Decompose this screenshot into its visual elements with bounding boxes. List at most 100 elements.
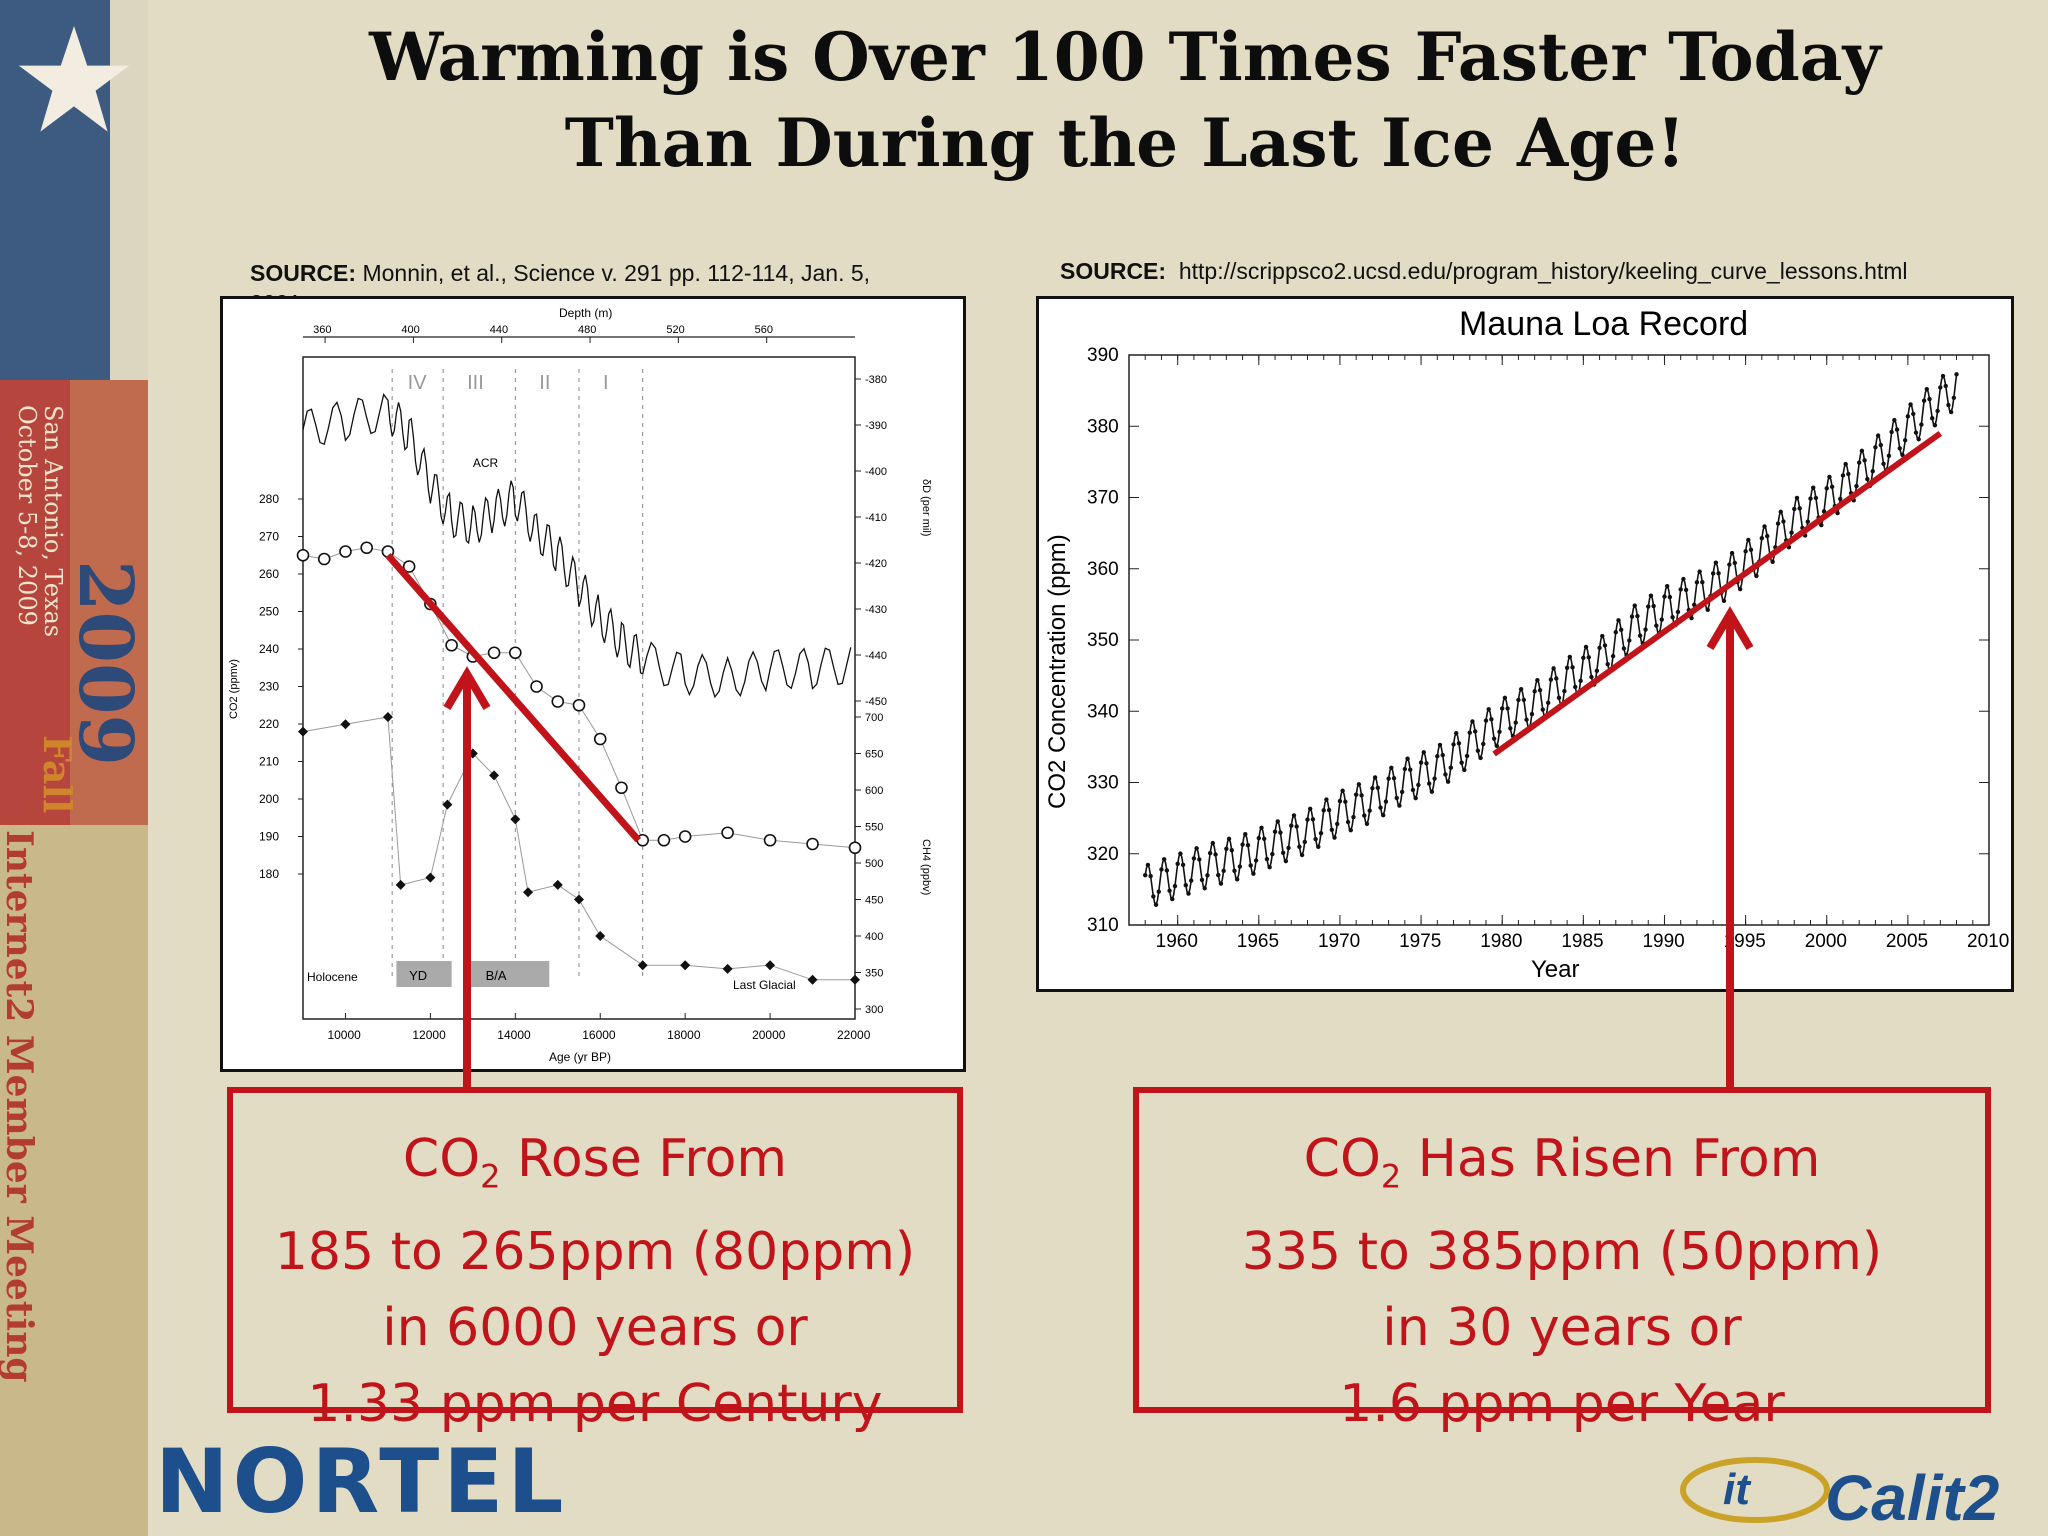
co2-point (551, 695, 565, 708)
ch4-point (395, 879, 406, 890)
co2-point (1421, 750, 1426, 755)
co2-tick-label: 190 (259, 830, 279, 844)
co2-point (1367, 808, 1372, 813)
ch4-tick-label: 300 (865, 1004, 883, 1016)
co2-point (1394, 795, 1399, 801)
co2-point (1554, 676, 1559, 681)
co2-point (1648, 593, 1654, 598)
co2-point (1710, 571, 1716, 576)
co2-point (1664, 583, 1670, 589)
ice-core-chart: Depth (m) 360 400 440 480 520 560 10000 12000 140… (228, 306, 932, 1064)
co2-point (1889, 429, 1894, 435)
co2-point (1429, 789, 1435, 794)
annotation-last-glacial: Last Glacial (733, 978, 796, 992)
nortel-logo: NORTEL (155, 1430, 568, 1533)
co2-point (1878, 442, 1884, 448)
ice-age-trend-line (385, 552, 642, 843)
co2-point (1721, 598, 1727, 604)
co2-tick-label: 180 (259, 867, 279, 881)
co2-point (1291, 813, 1297, 818)
co2-point (1643, 627, 1648, 632)
co2-point (1213, 852, 1218, 857)
co2-point (1589, 674, 1594, 680)
co2-point (1613, 630, 1618, 635)
ice-core-chart-frame: Depth (m) 360 400 440 480 520 560 10000 12000 140… (220, 296, 966, 1072)
co2-point (1716, 571, 1721, 576)
year-tick-label: 1990 (1642, 931, 1684, 952)
co2-point (1811, 485, 1816, 490)
co2-point (1418, 760, 1424, 765)
co2-point (1775, 521, 1781, 526)
co2-point (1462, 767, 1467, 773)
dD-tick-label: -420 (865, 558, 887, 570)
co2-point (1143, 872, 1148, 878)
co2-tick-label: 270 (259, 530, 279, 544)
co2-point (1389, 765, 1394, 770)
co2-point (1905, 414, 1911, 419)
co2-point (1683, 587, 1689, 593)
ppm-tick-label: 360 (1087, 559, 1119, 580)
co2-point (1567, 654, 1573, 660)
co2-point (1873, 445, 1878, 450)
ch4-point (765, 960, 776, 971)
co2-point (615, 781, 628, 795)
co2-point (1148, 873, 1153, 879)
co2-point (1464, 753, 1470, 759)
co2-point (1175, 861, 1180, 866)
co2-point (1359, 793, 1364, 798)
co2-point (1913, 430, 1919, 435)
title-line-1: Warming is Over 100 Times Faster Today (369, 18, 1881, 96)
ch4-point (807, 974, 818, 985)
co2-point (1902, 438, 1908, 443)
co2-point (1332, 835, 1337, 840)
co2-point (1299, 852, 1305, 858)
co2-point (1762, 524, 1767, 529)
co2-tick-label: 200 (259, 792, 279, 806)
co2-point (1197, 857, 1202, 862)
co2-point (1897, 446, 1902, 451)
co2-point (1924, 387, 1929, 392)
co2-point (1264, 856, 1270, 862)
co2-point (1259, 825, 1264, 831)
ch4-point (637, 960, 648, 971)
co2-point (1551, 666, 1556, 671)
co2-tick-label: 240 (259, 642, 279, 656)
co2-point (1494, 743, 1499, 749)
year-tick-label: 1980 (1480, 931, 1522, 952)
co2-point (1205, 873, 1210, 878)
co2-point (1556, 695, 1562, 701)
co2-point (1862, 458, 1867, 463)
co2-point (1919, 422, 1924, 427)
co2-point (1932, 423, 1938, 428)
callout-modern: CO2 Has Risen From 335 to 385ppm (50ppm)… (1133, 1087, 1991, 1434)
co2-point (1243, 832, 1248, 837)
co2-point (1570, 665, 1575, 670)
co2-point (1351, 814, 1356, 820)
ppm-tick-label: 390 (1087, 345, 1119, 366)
depth-tick-label: 560 (755, 324, 773, 336)
co2-point (1916, 437, 1921, 442)
co2-point (1894, 427, 1900, 432)
co2-point (1529, 711, 1535, 717)
co2-point (487, 646, 501, 660)
co2-point (1632, 603, 1637, 608)
co2-point (1221, 868, 1226, 874)
co2-point (1532, 689, 1537, 694)
co2-point (1343, 799, 1348, 804)
co2-point (1508, 726, 1513, 731)
year-tick-label: 1960 (1156, 931, 1198, 952)
co2-point (1881, 461, 1886, 466)
co2-point (1378, 805, 1383, 810)
co2-point (1454, 731, 1459, 736)
co2-point (1451, 742, 1456, 747)
star-icon (18, 26, 130, 132)
co2-tick-label: 260 (259, 567, 279, 581)
co2-point (1781, 519, 1786, 524)
co2-point (1900, 452, 1905, 458)
sidebar-season: Fall (35, 735, 80, 814)
co2-point (1675, 609, 1681, 615)
depth-tick-label: 520 (666, 324, 684, 336)
co2-point (1930, 415, 1935, 421)
ch4-point (442, 799, 453, 810)
ch4-point (425, 872, 436, 883)
